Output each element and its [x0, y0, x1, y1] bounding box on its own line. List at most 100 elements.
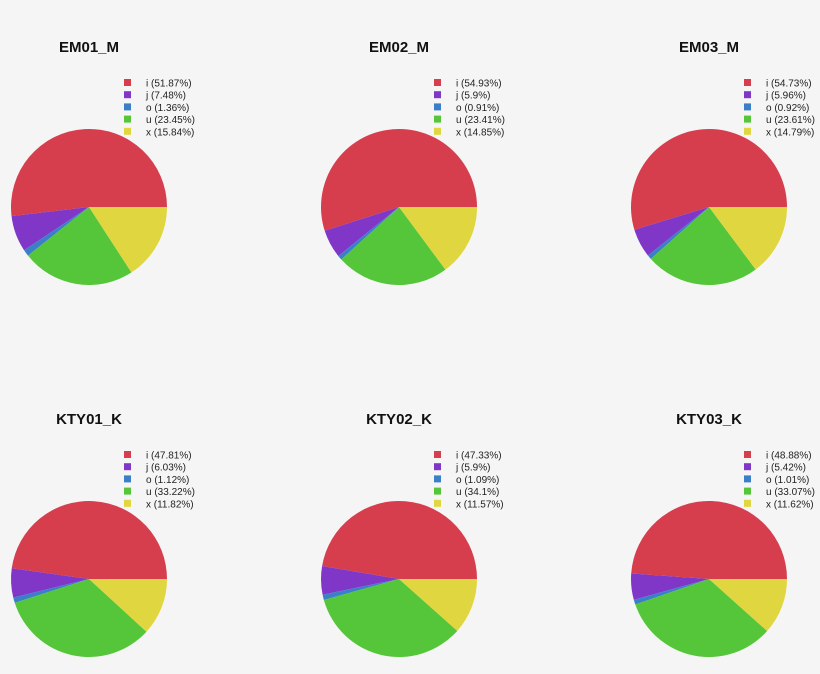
- legend-swatch-i: [124, 79, 131, 86]
- legend-label-x: x (15.84%): [146, 127, 194, 138]
- legend-label-u: u (34.1%): [456, 487, 499, 498]
- legend-swatch-o: [124, 103, 131, 111]
- legend-label-u: u (33.22%): [146, 487, 195, 498]
- legend-swatch-i: [744, 79, 751, 86]
- pie-slice-j: [634, 207, 709, 256]
- pie-chart-panel: EM01_Mi (51.87%)j (7.48%)o (1.36%)u (23.…: [11, 39, 195, 285]
- legend-swatch-j: [744, 463, 751, 471]
- chart-title: EM03_M: [679, 39, 739, 56]
- legend-swatch-x: [124, 499, 131, 507]
- legend-swatch-x: [744, 127, 751, 135]
- legend-label-i: i (54.93%): [456, 79, 502, 90]
- chart-title: EM01_M: [59, 39, 119, 56]
- legend-label-i: i (54.73%): [766, 79, 812, 90]
- pie-slice-i: [11, 501, 167, 579]
- pie-slice-u: [323, 579, 458, 658]
- pie-slice-x: [709, 207, 787, 270]
- legend-label-x: x (14.79%): [766, 127, 814, 138]
- legend-swatch-j: [434, 463, 441, 471]
- legend-swatch-o: [744, 475, 751, 483]
- legend-label-j: j (6.03%): [145, 463, 186, 474]
- legend-swatch-x: [744, 499, 751, 507]
- pie-chart-panel: KTY03_Ki (48.88%)j (5.42%)o (1.01%)u (33…: [630, 411, 815, 657]
- legend-swatch-i: [434, 79, 441, 86]
- legend: i (48.88%)j (5.42%)o (1.01%)u (33.07%)x …: [744, 451, 815, 510]
- legend-label-o: o (1.12%): [146, 475, 189, 486]
- legend-swatch-o: [124, 475, 131, 483]
- legend-swatch-o: [434, 475, 441, 483]
- legend-swatch-x: [124, 127, 131, 135]
- legend-swatch-i: [744, 451, 751, 458]
- legend-swatch-u: [124, 115, 131, 123]
- pie-slice-i: [321, 129, 477, 231]
- pie-chart-panel: EM03_Mi (54.73%)j (5.96%)o (0.92%)u (23.…: [631, 39, 815, 285]
- pie-slice-o: [13, 579, 89, 603]
- pie-slice-u: [341, 207, 446, 285]
- legend-label-j: j (5.42%): [765, 463, 806, 474]
- legend-swatch-j: [434, 91, 441, 99]
- legend-swatch-u: [434, 115, 441, 123]
- chart-title: EM02_M: [369, 39, 429, 56]
- legend: i (47.33%)j (5.9%)o (1.09%)u (34.1%)x (1…: [434, 451, 504, 510]
- pie-slice-u: [635, 579, 768, 657]
- legend-swatch-j: [744, 91, 751, 99]
- legend-label-x: x (11.57%): [456, 499, 504, 510]
- legend-label-o: o (1.09%): [456, 475, 499, 486]
- legend-swatch-i: [434, 451, 441, 458]
- pie-slice-o: [633, 579, 709, 605]
- legend-label-j: j (5.96%): [765, 91, 806, 102]
- pie-slice-i: [631, 129, 787, 230]
- legend-label-j: j (5.9%): [455, 91, 490, 102]
- legend-swatch-j: [124, 463, 131, 471]
- legend-label-u: u (33.07%): [766, 487, 815, 498]
- legend-swatch-o: [744, 103, 751, 111]
- legend-label-x: x (14.85%): [456, 127, 504, 138]
- legend-label-u: u (23.45%): [146, 115, 195, 126]
- legend-label-o: o (1.01%): [766, 475, 809, 486]
- legend-swatch-u: [744, 487, 751, 495]
- pie-slice-j: [324, 207, 399, 257]
- pie-slice-o: [322, 579, 399, 600]
- legend-swatch-x: [434, 499, 441, 507]
- legend-label-u: u (23.41%): [456, 115, 505, 126]
- pie-slice-x: [709, 579, 787, 632]
- legend-swatch-o: [434, 103, 441, 111]
- pie-slice-i: [11, 128, 168, 217]
- legend-label-o: o (0.92%): [766, 103, 809, 114]
- chart-title: KTY01_K: [56, 411, 122, 428]
- pie-slice-j: [630, 573, 709, 600]
- chart-title: KTY02_K: [366, 411, 432, 428]
- legend-swatch-u: [124, 487, 131, 495]
- pie-slice-o: [647, 207, 709, 259]
- pie-slice-i: [322, 500, 477, 579]
- legend-label-i: i (51.87%): [146, 79, 192, 90]
- pie-slice-x: [399, 579, 477, 631]
- pie-slice-x: [399, 207, 477, 270]
- legend-swatch-u: [744, 115, 751, 123]
- pie-slice-j: [321, 566, 399, 595]
- legend: i (54.93%)j (5.9%)o (0.91%)u (23.41%)x (…: [434, 79, 505, 138]
- legend: i (47.81%)j (6.03%)o (1.12%)u (33.22%)x …: [124, 451, 195, 510]
- pie-slice-o: [338, 207, 399, 260]
- pie-slice-x: [89, 207, 167, 273]
- legend-swatch-i: [124, 451, 131, 458]
- legend-label-j: j (7.48%): [145, 91, 186, 102]
- pie-slice-i: [631, 500, 787, 579]
- legend-label-i: i (47.33%): [456, 451, 502, 462]
- pie-chart-panel: EM02_Mi (54.93%)j (5.9%)o (0.91%)u (23.4…: [321, 39, 505, 285]
- legend: i (54.73%)j (5.96%)o (0.92%)u (23.61%)x …: [744, 79, 815, 138]
- pie-chart-panel: KTY02_Ki (47.33%)j (5.9%)o (1.09%)u (34.…: [321, 411, 504, 658]
- pie-slice-u: [14, 579, 147, 658]
- legend-swatch-x: [434, 127, 441, 135]
- legend-swatch-u: [434, 487, 441, 495]
- pie-slice-j: [11, 207, 89, 251]
- pie-slice-u: [28, 207, 132, 285]
- chart-title: KTY03_K: [676, 411, 742, 428]
- legend-label-i: i (48.88%): [766, 451, 812, 462]
- pie-chart-panel: KTY01_Ki (47.81%)j (6.03%)o (1.12%)u (33…: [11, 411, 195, 658]
- legend-label-u: u (23.61%): [766, 115, 815, 126]
- legend-label-x: x (11.82%): [146, 499, 194, 510]
- legend-label-o: o (0.91%): [456, 103, 499, 114]
- legend-label-i: i (47.81%): [146, 451, 192, 462]
